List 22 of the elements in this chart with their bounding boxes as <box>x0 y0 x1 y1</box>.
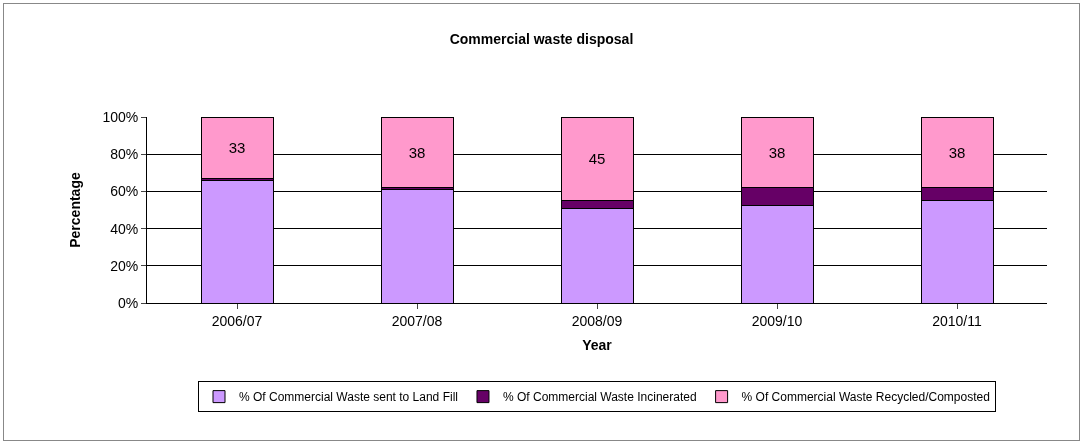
data-label: 38 <box>768 143 786 161</box>
legend-label: % Of Commercial Waste Incinerated <box>502 390 697 405</box>
y-tick-label: 60% <box>110 183 139 200</box>
data-label: 45 <box>588 150 606 168</box>
x-tick-label: 2008/09 <box>571 312 623 329</box>
chart-title: Commercial waste disposal <box>449 31 634 48</box>
y-tick-label: 100% <box>102 108 139 125</box>
data-label: 38 <box>948 143 966 161</box>
x-tick-label: 2010/11 <box>932 312 982 329</box>
y-tick-label: 20% <box>110 257 139 274</box>
y-tick-label: 0% <box>117 294 139 311</box>
legend-label: % Of Commercial Waste sent to Land Fill <box>239 390 458 405</box>
legend-label: % Of Commercial Waste Recycled/Composted <box>741 390 990 405</box>
y-tick-label: 40% <box>110 220 139 237</box>
data-label: 38 <box>408 143 426 161</box>
data-label: 33 <box>228 139 246 157</box>
x-tick-label: 2006/07 <box>211 312 263 329</box>
y-axis-title: Percentage <box>66 172 83 248</box>
y-tick-label: 80% <box>110 146 139 163</box>
x-axis-title: Year <box>582 337 613 354</box>
x-tick-label: 2009/10 <box>751 312 803 329</box>
x-tick-label: 2007/08 <box>391 312 443 329</box>
